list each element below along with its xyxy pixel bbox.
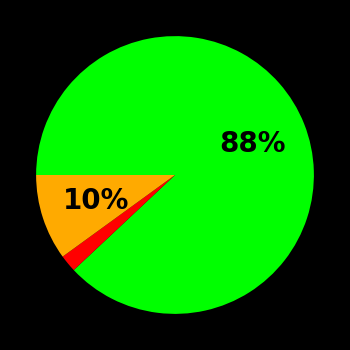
Text: 10%: 10% — [63, 187, 129, 215]
Wedge shape — [36, 175, 175, 257]
Wedge shape — [36, 36, 314, 314]
Text: 88%: 88% — [219, 130, 286, 158]
Wedge shape — [63, 175, 175, 270]
